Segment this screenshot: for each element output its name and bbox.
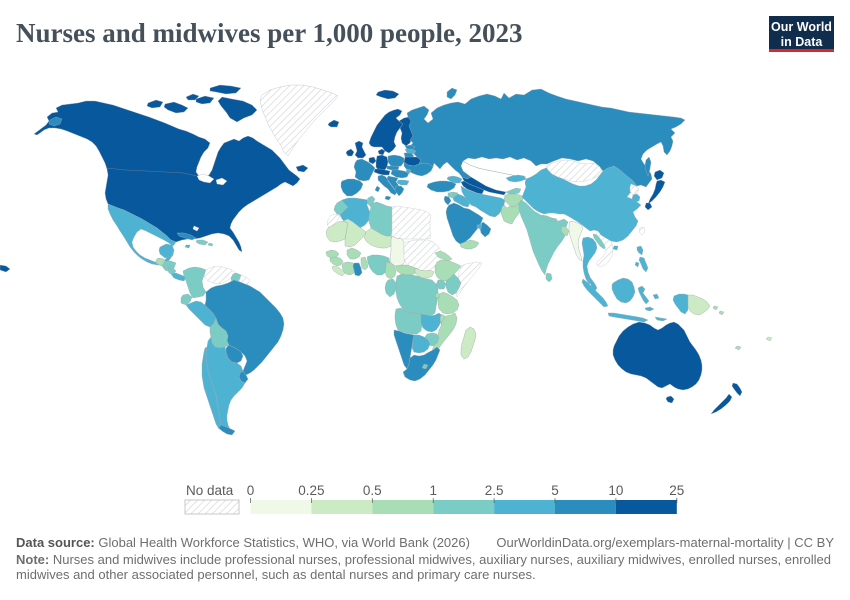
svg-text:25: 25 — [669, 483, 684, 498]
svg-text:2.5: 2.5 — [485, 483, 504, 498]
svg-text:No data: No data — [186, 483, 234, 498]
svg-text:5: 5 — [551, 483, 559, 498]
svg-text:1: 1 — [429, 483, 437, 498]
svg-text:10: 10 — [608, 483, 623, 498]
svg-text:0: 0 — [247, 483, 255, 498]
svg-text:0.25: 0.25 — [298, 483, 324, 498]
svg-text:0.5: 0.5 — [363, 483, 382, 498]
